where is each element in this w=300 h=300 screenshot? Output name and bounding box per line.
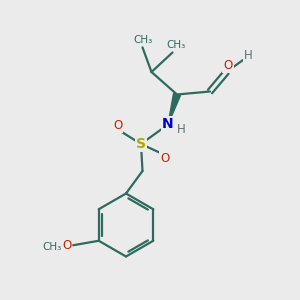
Text: O: O: [113, 118, 122, 132]
Text: O: O: [160, 152, 169, 165]
Text: O: O: [224, 59, 232, 72]
Text: H: H: [244, 49, 253, 62]
Text: H: H: [177, 123, 186, 136]
Text: N: N: [162, 118, 174, 131]
Text: O: O: [62, 239, 71, 252]
Polygon shape: [168, 94, 180, 124]
Text: CH₃: CH₃: [43, 242, 62, 252]
Text: CH₃: CH₃: [133, 35, 152, 45]
Text: S: S: [136, 137, 146, 151]
Text: CH₃: CH₃: [167, 40, 186, 50]
